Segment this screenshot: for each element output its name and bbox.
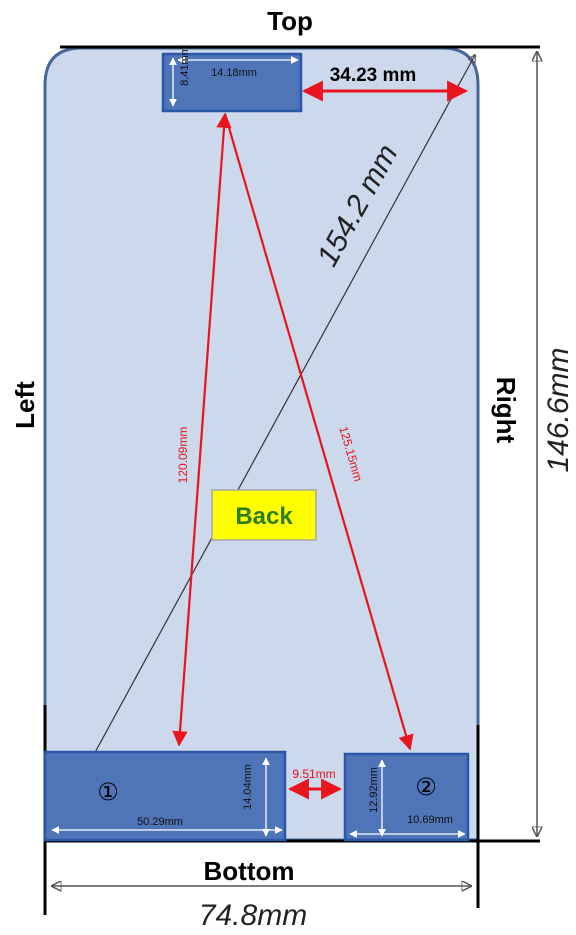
arrow-top-to-2 [223,113,414,751]
top-gap-label: 34.23 mm [330,65,417,86]
top-rect-height-label: 8.41mm [179,46,191,86]
rect-2 [343,752,470,842]
rect-2-width-label: 10.69mm [407,814,453,826]
rect-1 [43,750,287,842]
distance-top-to-1-label: 120.09mm [176,427,190,484]
left-label: Left [10,381,40,429]
rect-1-height-label: 14.04mm [242,764,254,810]
top-label: Top [267,6,313,36]
back-label: Back [235,503,293,530]
bottom-label: Bottom [204,856,295,886]
rect-1-width-label: 50.29mm [137,816,183,828]
rect-1-marker: ① [97,778,119,806]
back-box [211,489,317,541]
gap-between-label: 9.51mm [292,767,335,781]
rect-2-height-label: 12.92mm [368,767,380,813]
right-label: Right [491,377,521,444]
overall-height-label: 146.6mm [542,347,575,472]
diagonal-line [49,55,475,836]
arrow-top-to-1 [172,112,232,747]
overall-width-label: 74.8mm [199,899,307,932]
rect-2-marker: ② [415,773,437,801]
top-rect-width-label: 14.18mm [211,67,257,79]
phone-body [43,46,480,842]
